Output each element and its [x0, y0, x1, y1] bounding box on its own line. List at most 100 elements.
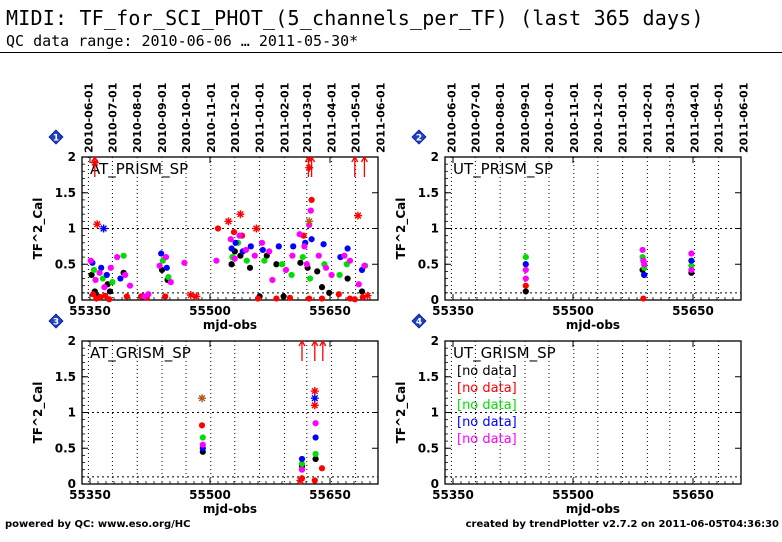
data-point-red: [198, 422, 206, 429]
data-point-red: [351, 296, 358, 303]
data-point-magenta: [213, 257, 220, 264]
data-point-black: [326, 289, 333, 296]
data-point-red: [90, 291, 97, 298]
x-tick-label: 55650: [672, 304, 714, 318]
data-point-magenta: [522, 275, 529, 282]
date-tick-label: 2011-06-01: [737, 83, 750, 153]
x-axis-title: mjd-obs: [566, 502, 620, 516]
offscale-arrow-head: [304, 155, 312, 163]
badge-diamond: [411, 129, 427, 145]
data-point-magenta: [167, 279, 174, 286]
y-axis-title: TF^2_Cal: [31, 382, 46, 444]
plot-panel-4: 0 0.5 1 1.5 2 55350 55500 55650 mjd-obs TF^2_Cal 4…: [394, 313, 742, 516]
data-point-blue: [308, 236, 315, 243]
data-point-blue: [522, 261, 529, 268]
y-tick-label: 1.5: [418, 370, 439, 384]
data-point-magenta: [242, 246, 250, 254]
badge-diamond: [48, 313, 64, 329]
x-tick-label: 55500: [552, 488, 594, 502]
data-point-red: [102, 292, 109, 299]
data-point-magenta: [156, 262, 163, 269]
data-point-black: [522, 288, 529, 295]
x-tick-label: 55500: [189, 488, 231, 502]
data-point-magenta: [301, 243, 308, 250]
data-point-magenta: [296, 231, 303, 238]
date-tick-label: 2010-10-01: [180, 83, 193, 153]
y-tick-label: 0: [431, 477, 439, 491]
data-point-black: [358, 288, 366, 295]
no-data-label: [no data]: [457, 415, 517, 430]
data-point-magenta: [236, 232, 243, 239]
data-point-green: [312, 450, 319, 458]
x-axis-title: mjd-obs: [203, 318, 257, 332]
data-point-green: [99, 275, 106, 282]
date-tick-label: 2011-01-01: [254, 83, 267, 153]
badge-number: 1: [53, 134, 59, 144]
page-title: MIDI: TF_for_SCI_PHOT_(5_channels_per_TF…: [6, 6, 704, 30]
y-axis-title: TF^2_Cal: [394, 198, 409, 260]
data-point-magenta: [328, 271, 335, 279]
data-point-magenta: [355, 281, 362, 288]
data-point-red: [286, 294, 294, 301]
offscale-arrow-head: [360, 155, 368, 163]
data-point-magenta: [101, 284, 108, 291]
data-point-magenta: [688, 250, 695, 257]
data-point-red: [273, 295, 280, 302]
data-point-magenta: [181, 259, 188, 266]
data-point-green: [306, 275, 314, 282]
y-tick-label: 1: [68, 222, 76, 236]
data-point-red: [162, 293, 169, 300]
data-point-blue: [344, 245, 351, 252]
data-point-black: [314, 268, 321, 275]
data-point-magenta: [315, 252, 322, 259]
outlier-star: [236, 210, 245, 219]
outlier-star: [192, 292, 201, 301]
date-tick-label: 2011-01-01: [617, 83, 630, 153]
data-point-magenta: [298, 466, 306, 473]
plot-badge-1: 1: [48, 129, 64, 145]
y-tick-label: 1.5: [55, 370, 76, 384]
data-point-blue: [688, 257, 695, 264]
outlier-star: [310, 401, 319, 410]
outlier-star: [99, 224, 108, 233]
data-point-green: [261, 257, 268, 264]
panel-label: AT_GRISM_SP: [90, 344, 191, 363]
date-tick-label: 2011-04-01: [689, 83, 702, 153]
y-tick-label: 0: [431, 293, 439, 307]
data-point-magenta: [266, 248, 273, 255]
plot-badge-4: 4: [411, 313, 427, 329]
x-tick-label: 55650: [309, 304, 351, 318]
date-tick-label: 2010-08-01: [131, 83, 144, 153]
data-point-black: [297, 259, 304, 266]
x-tick-label: 55500: [189, 304, 231, 318]
data-point-blue: [641, 271, 648, 279]
outlier-star: [252, 224, 261, 233]
no-data-label: [no data]: [457, 398, 517, 413]
date-tick-label: 2011-06-01: [374, 83, 387, 153]
y-tick-label: 1.5: [55, 186, 76, 200]
data-point-blue: [228, 245, 235, 252]
data-point-blue: [320, 241, 327, 248]
data-point-red: [106, 296, 113, 303]
data-point-magenta: [346, 257, 354, 264]
data-point-green: [243, 257, 250, 264]
plot-panel-1: 0 0.5 1 1.5 2 55350 55500 55650 mjd-obs TF^2_Cal 2…: [31, 83, 387, 332]
offscale-arrow-head: [351, 155, 359, 163]
date-tick-label: 2011-05-01: [350, 83, 363, 153]
data-point-red: [640, 295, 647, 302]
data-point-magenta: [641, 261, 648, 268]
data-point-black: [228, 261, 235, 268]
outlier-star: [198, 394, 206, 403]
data-point-green: [120, 252, 127, 259]
date-tick-label: 2011-02-01: [278, 83, 291, 153]
data-point-magenta: [361, 262, 368, 269]
data-point-blue: [98, 264, 105, 271]
y-tick-label: 1.5: [418, 186, 439, 200]
y-tick-label: 0.5: [418, 257, 439, 271]
data-point-red: [254, 295, 262, 302]
data-point-black: [88, 271, 95, 279]
data-point-magenta: [199, 441, 206, 448]
data-point-blue: [158, 250, 165, 257]
data-point-green: [298, 460, 306, 468]
